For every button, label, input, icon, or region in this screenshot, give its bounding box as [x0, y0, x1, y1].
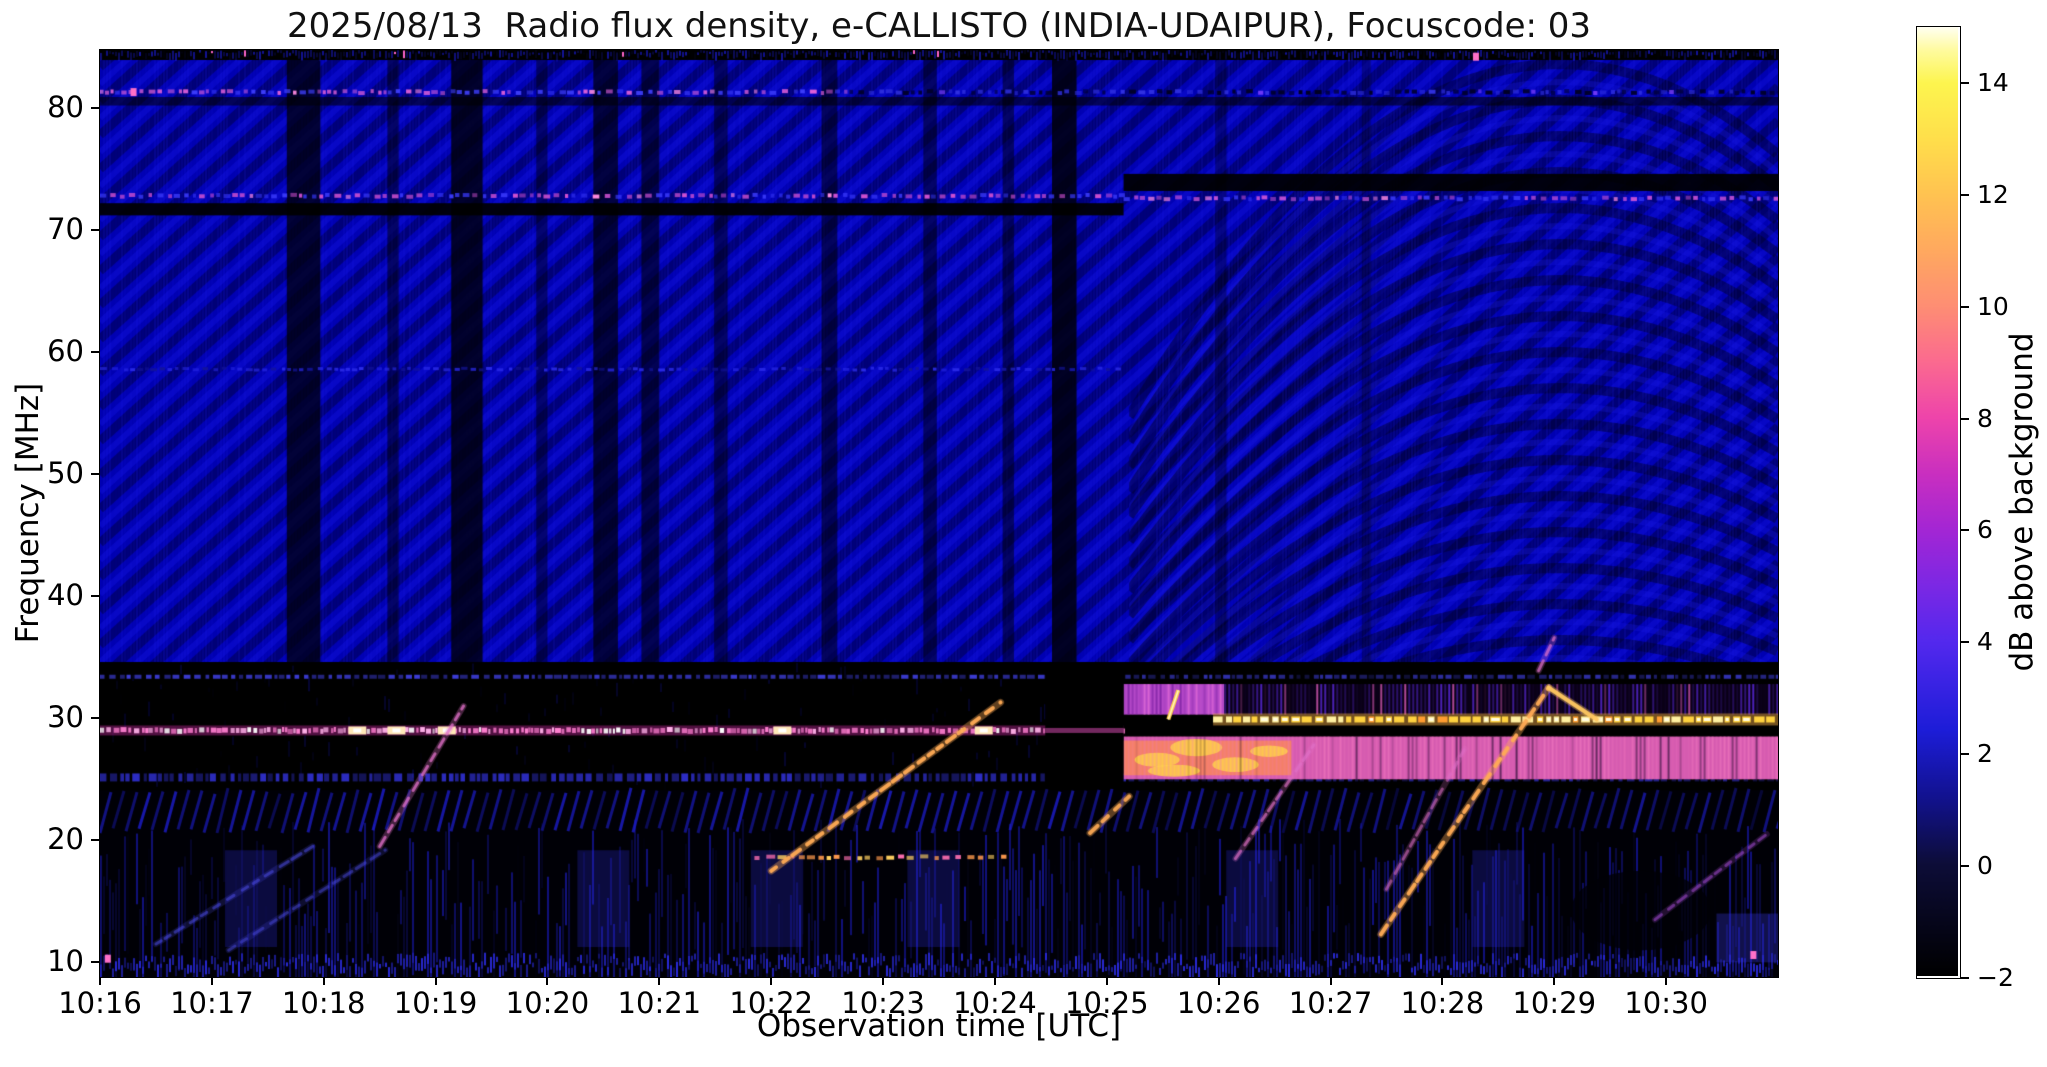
- y-tick-mark: [91, 473, 99, 476]
- y-tick-mark: [91, 961, 99, 964]
- x-tick-mark: [322, 977, 325, 985]
- colorbar-frame: [1916, 26, 1961, 979]
- colorbar-label: dB above background: [2004, 332, 2040, 672]
- spectrogram-canvas: [100, 50, 1778, 977]
- x-tick-label: 10:21: [617, 986, 702, 1020]
- y-tick-label: 70: [47, 212, 84, 247]
- x-tick-mark: [546, 977, 549, 985]
- x-tick-label: 10:28: [1400, 986, 1485, 1020]
- y-tick-mark: [91, 595, 99, 598]
- y-tick-label: 40: [47, 578, 84, 613]
- x-tick-mark: [1329, 977, 1332, 985]
- y-tick-label: 30: [47, 700, 84, 735]
- x-tick-mark: [210, 977, 213, 985]
- x-tick-label: 10:19: [393, 986, 478, 1020]
- x-tick-mark: [993, 977, 996, 985]
- x-tick-label: 10:23: [841, 986, 925, 1020]
- x-tick-label: 10:26: [1176, 986, 1261, 1020]
- y-tick-mark: [91, 229, 99, 232]
- x-tick-label: 10:25: [1065, 986, 1149, 1020]
- y-tick-label: 60: [47, 334, 84, 369]
- y-tick-label: 50: [47, 456, 84, 491]
- x-tick-mark: [1105, 977, 1108, 985]
- colorbar-tick-label: 8: [1977, 403, 1993, 433]
- colorbar-tick-label: 10: [1977, 291, 2009, 321]
- y-tick-mark: [91, 351, 99, 354]
- x-tick-label: 10:18: [281, 986, 366, 1020]
- x-tick-mark: [434, 977, 437, 985]
- colorbar-tick-label: 4: [1977, 627, 1993, 657]
- x-tick-mark: [658, 977, 661, 985]
- x-tick-mark: [99, 977, 101, 985]
- y-tick-label: 20: [47, 822, 84, 857]
- colorbar-tick-label: 12: [1977, 179, 2009, 209]
- x-tick-label: 10:29: [1512, 986, 1597, 1020]
- colorbar-tick-mark: [1961, 193, 1969, 196]
- colorbar-tick-mark: [1961, 417, 1969, 420]
- x-tick-mark: [1553, 977, 1556, 985]
- y-tick-label: 80: [47, 89, 84, 124]
- x-tick-mark: [770, 977, 773, 985]
- colorbar-tick-mark: [1961, 81, 1969, 84]
- colorbar-tick-label: 6: [1977, 515, 1993, 545]
- x-axis-label: Observation time [UTC]: [756, 1008, 1122, 1044]
- chart-title: 2025/08/13 Radio flux density, e-CALLIST…: [286, 6, 1592, 46]
- x-tick-label: 10:27: [1288, 986, 1373, 1020]
- colorbar-tick-mark: [1961, 865, 1969, 868]
- colorbar-tick-label: 14: [1977, 67, 2009, 97]
- y-tick-mark: [91, 839, 99, 842]
- plot-frame: [99, 49, 1779, 978]
- colorbar-tick-label: −2: [1977, 963, 2014, 992]
- colorbar-tick-mark: [1961, 529, 1969, 532]
- x-tick-label: 10:30: [1624, 986, 1708, 1020]
- x-tick-label: 10:20: [505, 986, 590, 1020]
- y-tick-mark: [91, 717, 99, 720]
- colorbar-tick-mark: [1961, 305, 1969, 308]
- colorbar-tick-label: 0: [1977, 851, 1993, 881]
- y-axis-label: Frequency [MHz]: [10, 382, 46, 644]
- x-tick-label: 10:16: [58, 986, 142, 1020]
- x-tick-label: 10:24: [953, 986, 1037, 1020]
- x-tick-mark: [1217, 977, 1220, 985]
- x-tick-label: 10:17: [170, 986, 254, 1020]
- colorbar-tick-label: 2: [1977, 739, 1993, 769]
- colorbar-canvas: [1917, 27, 1958, 976]
- x-tick-mark: [1665, 977, 1668, 985]
- colorbar-tick-mark: [1961, 977, 1969, 979]
- y-tick-label: 10: [47, 944, 84, 979]
- x-tick-mark: [1441, 977, 1444, 985]
- y-tick-mark: [91, 106, 99, 109]
- colorbar-tick-mark: [1961, 641, 1969, 644]
- x-tick-label: 10:22: [729, 986, 813, 1020]
- colorbar-tick-mark: [1961, 753, 1969, 756]
- x-tick-mark: [882, 977, 885, 985]
